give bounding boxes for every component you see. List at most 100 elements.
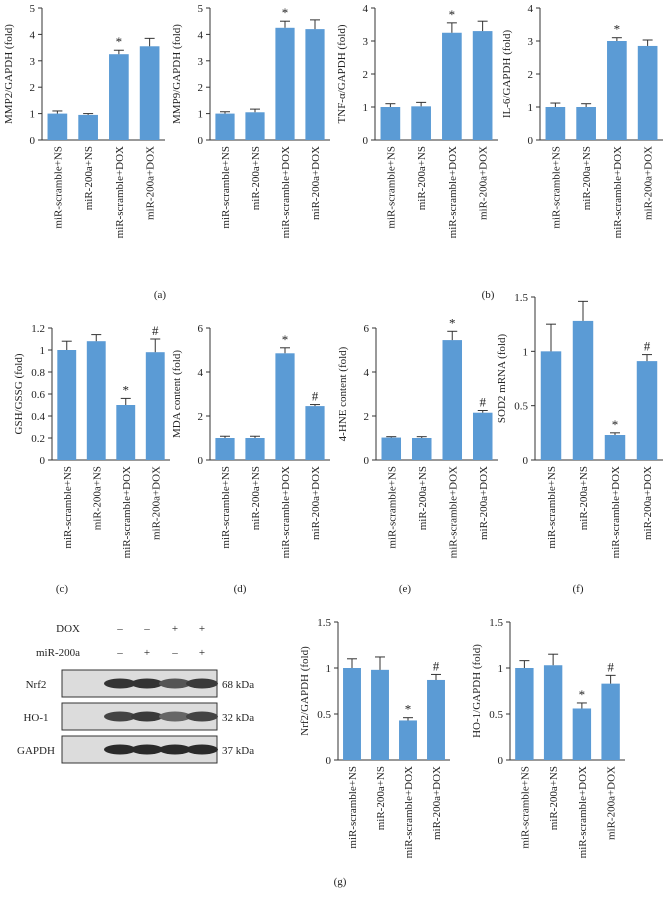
blot-band (104, 744, 136, 755)
significance-marker: * (579, 687, 586, 702)
y-axis-label: GSH/GSSG (fold) (13, 353, 25, 434)
x-tick-label: miR-200a+NS (581, 146, 593, 210)
y-tick-label: 2 (30, 82, 36, 94)
x-tick-label: miR-200a+NS (578, 466, 590, 530)
bar (86, 341, 106, 460)
bar (515, 668, 534, 760)
y-tick-label: 1 (40, 345, 46, 357)
blot-band (131, 744, 163, 755)
y-tick-label: 1.5 (514, 292, 528, 304)
x-tick-label: miR-200a+NS (548, 766, 560, 830)
x-tick-label: miR-200a+DOX (310, 466, 322, 540)
x-tick-label: miR-scramble+DOX (121, 466, 133, 558)
bar (305, 29, 325, 140)
blot-band (104, 711, 136, 722)
x-tick-label: miR-scramble+DOX (114, 146, 126, 238)
y-tick-label: 0.2 (31, 433, 45, 445)
x-tick-label: miR-scramble+DOX (280, 466, 292, 558)
x-tick-label: miR-scramble+NS (385, 146, 397, 229)
condition-mark: – (116, 647, 123, 659)
y-tick-label: 0 (198, 135, 204, 147)
condition-mark: – (143, 623, 150, 635)
condition-mark: + (144, 647, 150, 659)
x-tick-label: miR-scramble+NS (546, 466, 558, 549)
bar (427, 679, 445, 760)
band-label: GAPDH (17, 745, 55, 757)
y-axis-label: MDA content (fold) (171, 350, 183, 438)
x-tick-label: miR-200a+DOX (606, 766, 618, 840)
condition-mark: + (172, 623, 178, 635)
condition-label: DOX (56, 623, 80, 635)
significance-marker: # (312, 389, 319, 404)
x-tick-label: miR-scramble+DOX (610, 466, 622, 558)
bar (572, 708, 592, 760)
x-tick-label: miR-200a+NS (250, 466, 262, 530)
y-tick-label: 4 (528, 3, 534, 15)
y-tick-label: 4 (198, 367, 204, 379)
bar (245, 112, 265, 140)
x-tick-label: miR-scramble+DOX (280, 146, 292, 238)
y-tick-label: 1 (528, 102, 534, 114)
bar (145, 352, 165, 460)
significance-marker: * (449, 315, 456, 330)
y-axis-label: MMP9/GAPDH (fold) (171, 24, 183, 124)
bar (245, 438, 265, 460)
x-tick-label: miR-scramble+DOX (403, 766, 415, 858)
bar (572, 320, 594, 460)
y-tick-label: 0 (198, 455, 204, 467)
x-tick-label: miR-scramble+DOX (447, 146, 459, 238)
blot-band (104, 678, 136, 689)
blot-band (131, 711, 163, 722)
y-axis-label: MMP2/GAPDH (fold) (3, 24, 15, 124)
band-label: HO-1 (23, 712, 48, 724)
y-tick-label: 0.6 (31, 389, 45, 401)
x-tick-label: miR-200a+NS (250, 146, 262, 210)
y-tick-label: 3 (30, 56, 36, 68)
y-tick-label: 4 (363, 3, 369, 15)
panel-label: (f) (573, 583, 584, 595)
x-tick-label: miR-200a+DOX (145, 146, 157, 220)
y-tick-label: 6 (364, 323, 370, 335)
panel-label: (e) (399, 583, 412, 595)
significance-marker: * (405, 702, 412, 717)
y-tick-label: 3 (363, 36, 369, 48)
x-tick-label: miR-200a+DOX (478, 466, 490, 540)
x-tick-label: miR-scramble+NS (386, 466, 398, 549)
y-tick-label: 2 (363, 69, 369, 81)
x-tick-label: miR-200a+NS (416, 146, 428, 210)
band-label: Nrf2 (26, 679, 47, 691)
x-tick-label: miR-200a+NS (91, 466, 103, 530)
bar (380, 107, 401, 140)
blot-band (159, 744, 191, 755)
y-tick-label: 2 (528, 69, 534, 81)
y-tick-label: 1 (198, 109, 204, 121)
panel-label: (g) (334, 876, 347, 888)
bar (139, 46, 160, 140)
panel-label: (b) (482, 289, 495, 301)
y-axis-label: HO-1/GAPDH (fold) (471, 644, 483, 738)
blot-band (186, 678, 218, 689)
x-tick-label: miR-scramble+NS (220, 466, 232, 549)
y-axis-label: SOD2 mRNA (fold) (496, 334, 508, 424)
x-tick-label: miR-200a+DOX (478, 146, 490, 220)
y-tick-label: 2 (198, 411, 204, 423)
y-tick-label: 1 (523, 346, 529, 358)
y-tick-label: 2 (364, 411, 370, 423)
y-tick-label: 0 (528, 135, 534, 147)
blot-band (186, 744, 218, 755)
bar (472, 412, 493, 460)
bar (78, 114, 98, 140)
x-tick-label: miR-scramble+NS (519, 766, 531, 849)
bar (116, 405, 136, 460)
x-tick-label: miR-scramble+DOX (577, 766, 589, 858)
y-tick-label: 0.8 (31, 367, 45, 379)
condition-mark: + (199, 623, 205, 635)
y-tick-label: 0.5 (489, 709, 503, 721)
bar (371, 669, 389, 760)
y-tick-label: 4 (198, 29, 204, 41)
y-tick-label: 4 (30, 29, 36, 41)
band-size: 37 kDa (222, 745, 254, 757)
x-tick-label: miR-200a+NS (83, 146, 95, 210)
y-tick-label: 0 (326, 755, 332, 767)
